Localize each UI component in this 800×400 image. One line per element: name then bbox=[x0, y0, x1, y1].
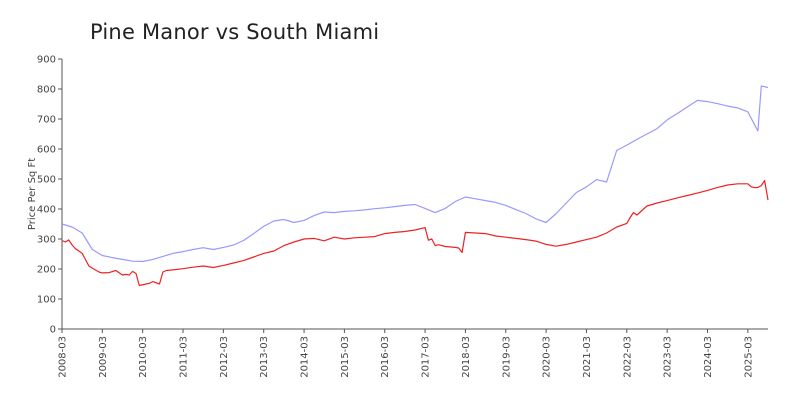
y-tick-label: 300 bbox=[37, 235, 56, 246]
x-tick-label: 2013-03 bbox=[259, 336, 270, 378]
y-tick-label: 900 bbox=[37, 55, 56, 66]
series-line-1 bbox=[61, 85, 769, 263]
series-line-2 bbox=[61, 179, 769, 287]
y-tick-label: 700 bbox=[37, 115, 56, 126]
x-tick-label: 2020-03 bbox=[542, 336, 553, 378]
x-tick-label: 2012-03 bbox=[219, 336, 230, 378]
x-tick-label: 2018-03 bbox=[461, 336, 472, 378]
x-tick-label: 2009-03 bbox=[98, 336, 109, 378]
x-tick-label: 2021-03 bbox=[582, 336, 593, 378]
x-tick-label: 2010-03 bbox=[138, 336, 149, 378]
y-tick-label: 600 bbox=[37, 145, 56, 156]
x-tick-label: 2024-03 bbox=[703, 336, 714, 378]
x-tick-label: 2008-03 bbox=[58, 336, 69, 378]
y-tick-label: 200 bbox=[37, 265, 56, 276]
y-tick-label: 400 bbox=[37, 205, 56, 216]
chart-title: Pine Manor vs South Miami bbox=[90, 20, 380, 44]
series-lines bbox=[61, 85, 769, 287]
y-tick-label: 0 bbox=[50, 325, 56, 336]
x-tick-label: 2014-03 bbox=[300, 336, 311, 378]
x-tick-label: 2016-03 bbox=[380, 336, 391, 378]
y-tick-label: 100 bbox=[37, 295, 56, 306]
y-tick-label: 500 bbox=[37, 175, 56, 186]
x-axis: 2008-03 2009-03 2010-03 2011-03 2012-03 2013-… bbox=[58, 328, 768, 378]
y-tick-label: 800 bbox=[37, 85, 56, 96]
x-tick-label: 2011-03 bbox=[179, 336, 190, 378]
x-tick-label: 2017-03 bbox=[421, 336, 432, 378]
y-axis: 0 100 200 300 400 500 600 700 800 900 bbox=[37, 55, 63, 336]
x-tick-label: 2015-03 bbox=[340, 336, 351, 378]
x-tick-label: 2022-03 bbox=[622, 336, 633, 378]
x-tick-label: 2025-03 bbox=[743, 336, 754, 378]
x-tick-label: 2019-03 bbox=[501, 336, 512, 378]
x-tick-label: 2023-03 bbox=[663, 336, 674, 378]
y-axis-label: Price Per Sq Ft bbox=[27, 158, 38, 230]
